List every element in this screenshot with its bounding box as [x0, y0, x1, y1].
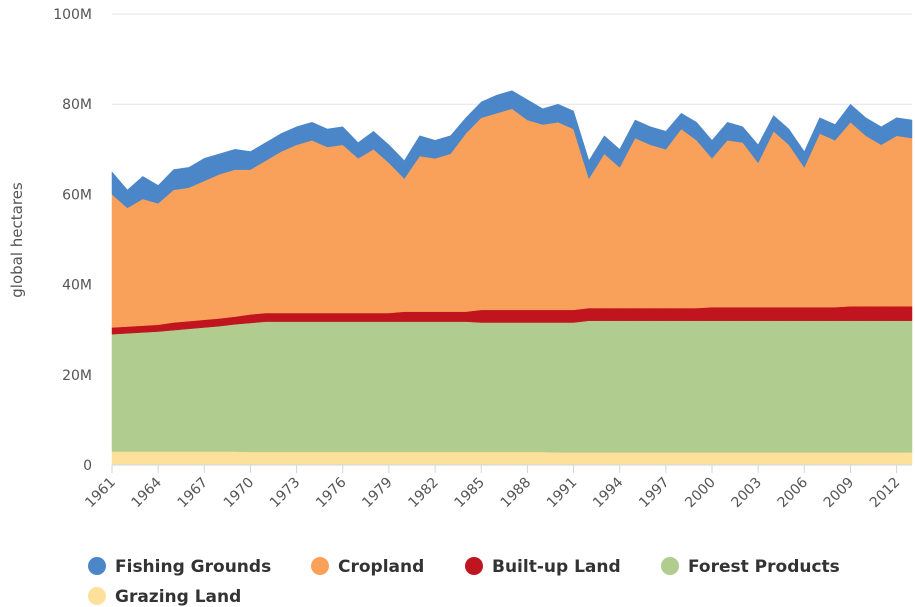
x-tick-label: 2006 — [775, 474, 812, 511]
y-tick-label: 80M — [62, 97, 92, 113]
legend-label: Cropland — [338, 557, 424, 577]
legend-marker — [465, 557, 483, 575]
legend-marker — [311, 557, 329, 575]
area — [111, 90, 913, 209]
legend-label: Grazing Land — [115, 587, 241, 607]
x-tick-label: 1964 — [128, 474, 165, 511]
x-tick-label: 1991 — [544, 475, 581, 512]
area — [111, 451, 913, 466]
x-tick-label: 1979 — [359, 475, 396, 512]
x-tick-label: 1976 — [313, 474, 350, 511]
y-tick-label: 100M — [53, 7, 92, 23]
y-tick-label: 0 — [83, 458, 92, 474]
x-tick-label: 1997 — [636, 475, 673, 512]
x-tick-label: 1994 — [590, 474, 627, 511]
x-tick-label: 1982 — [405, 475, 442, 512]
legend-marker — [661, 557, 679, 575]
y-tick-label: 40M — [62, 278, 92, 294]
y-axis-title: global hectares — [8, 182, 26, 298]
x-tick-label: 1967 — [175, 475, 212, 512]
x-tick-label: 2009 — [821, 475, 858, 512]
legend-marker — [88, 587, 106, 605]
legend-label: Built-up Land — [492, 557, 621, 577]
x-tick-label: 2012 — [867, 475, 904, 512]
x-tick-label: 1988 — [498, 475, 535, 512]
x-tick-label: 1985 — [452, 475, 489, 512]
y-tick-label: 60M — [62, 187, 92, 203]
legend-marker — [88, 557, 106, 575]
area — [111, 320, 913, 453]
x-tick-label: 1973 — [267, 475, 304, 512]
x-tick-label: 1961 — [82, 475, 119, 512]
x-tick-label: 1970 — [221, 475, 258, 512]
x-tick-label: 2003 — [728, 475, 765, 512]
legend-label: Fishing Grounds — [115, 557, 271, 577]
y-tick-label: 20M — [62, 368, 92, 384]
legend-label: Forest Products — [688, 557, 840, 577]
x-tick-label: 2000 — [682, 475, 719, 512]
